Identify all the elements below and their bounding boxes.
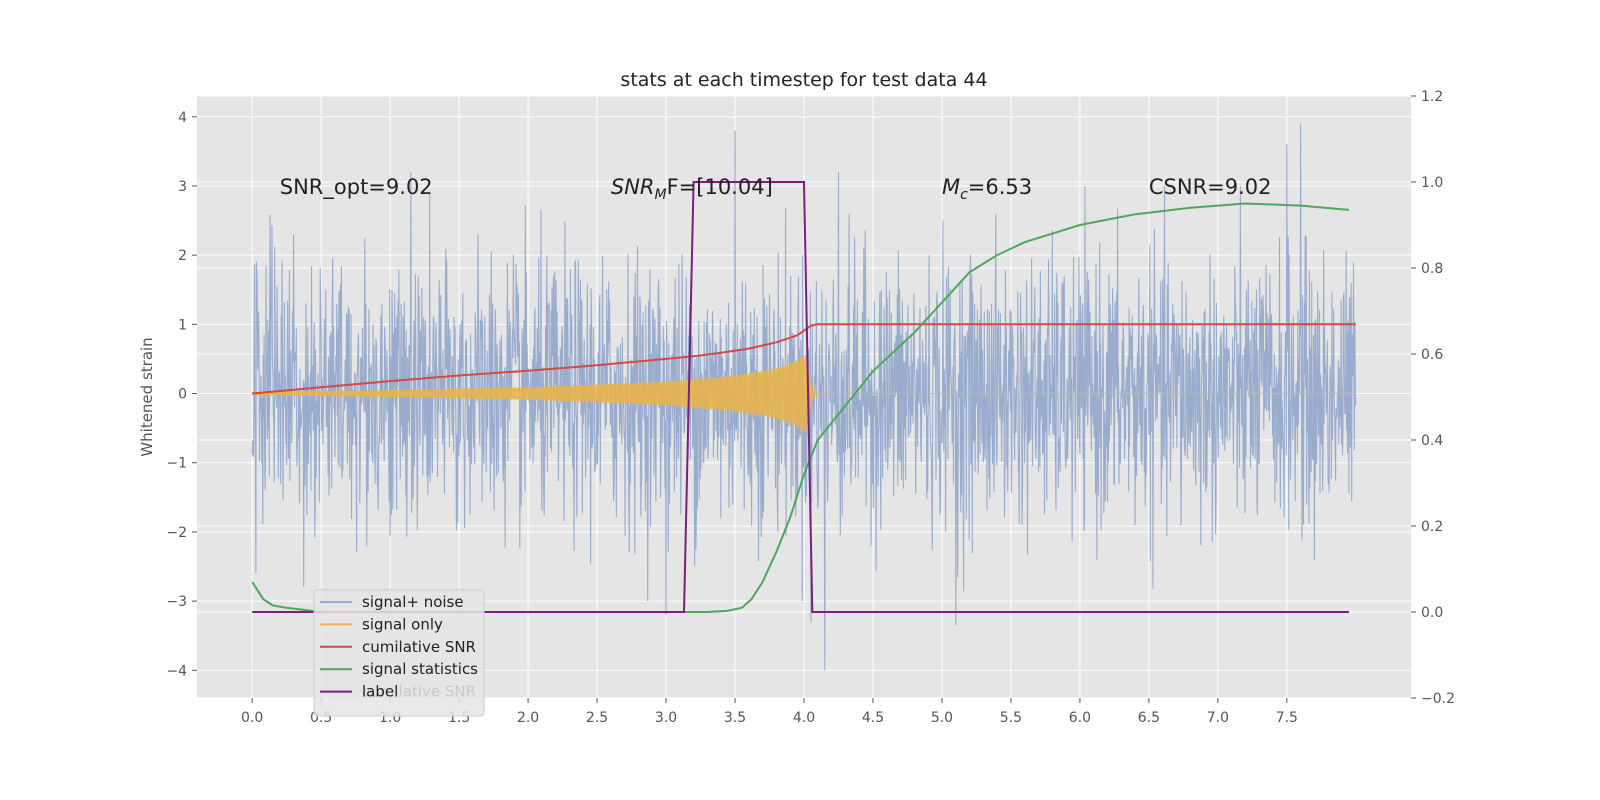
y-right-tick-label: 0.4	[1421, 433, 1443, 449]
y-tick-label: −3	[166, 594, 187, 610]
chart-title: stats at each timestep for test data 44	[620, 69, 987, 91]
x-tick-label: 2.5	[586, 710, 608, 726]
x-tick-label: 6.0	[1069, 710, 1091, 726]
x-tick-label: 4.0	[793, 710, 815, 726]
x-tick-label: 5.0	[931, 710, 953, 726]
y-right-tick-label: 1.2	[1421, 89, 1443, 105]
y-tick-label: 3	[178, 179, 187, 195]
series-line-signal-only	[251, 354, 1356, 434]
series-line-cumilative-snr	[252, 323, 1356, 395]
y-axis-label: Whitened strain	[138, 337, 156, 456]
series-line-label	[252, 181, 1349, 613]
legend-label: signal only	[362, 615, 443, 633]
y-tick-label: 1	[178, 317, 187, 333]
legend-ghost-label: cumilative SNR	[362, 683, 476, 701]
annotation: SNRMF=[10.04]	[611, 175, 773, 203]
annotation: Mc=6.53	[942, 175, 1032, 203]
y-right-tick-label: −0.2	[1421, 691, 1455, 707]
legend-label: label	[362, 683, 398, 701]
y-right-tick-label: 0.2	[1421, 519, 1443, 535]
legend-label: signal+ noise	[362, 593, 464, 611]
series-line-signal-noise	[251, 123, 1357, 671]
y-right-tick-label: 0.0	[1421, 605, 1443, 621]
annotation: CSNR=9.02	[1149, 175, 1272, 199]
y-tick-label: 2	[178, 248, 187, 264]
x-tick-label: 5.5	[1000, 710, 1022, 726]
y-right-tick-label: 0.6	[1421, 347, 1443, 363]
x-tick-label: 3.0	[655, 710, 677, 726]
x-tick-label: 0.0	[241, 710, 263, 726]
x-tick-label: 3.5	[724, 710, 746, 726]
y-tick-label: −1	[166, 456, 187, 472]
x-tick-label: 4.5	[862, 710, 884, 726]
y-tick-label: 4	[178, 110, 187, 126]
x-tick-label: 7.0	[1207, 710, 1229, 726]
y-right-tick-label: 1.0	[1421, 175, 1443, 191]
x-tick-label: 7.5	[1276, 710, 1298, 726]
y-tick-label: −2	[166, 525, 187, 541]
y-tick-label: −4	[166, 663, 187, 679]
legend-box	[313, 589, 485, 717]
y-tick-label: 0	[178, 387, 187, 403]
x-tick-label: 2.0	[517, 710, 539, 726]
annotation: SNR_opt=9.02	[280, 175, 433, 200]
y-right-tick-label: 0.8	[1421, 261, 1443, 277]
x-tick-label: 6.5	[1138, 710, 1160, 726]
annotation-layer: SNR_opt=9.02 SNRMF=[10.04] Mc=6.53 CSNR=9.0…	[280, 175, 1272, 203]
legend-label: signal statistics	[362, 660, 478, 678]
legend: cumilative SNR signal+ noise signal only cu…	[313, 589, 485, 717]
legend-label: cumilative SNR	[362, 638, 476, 656]
